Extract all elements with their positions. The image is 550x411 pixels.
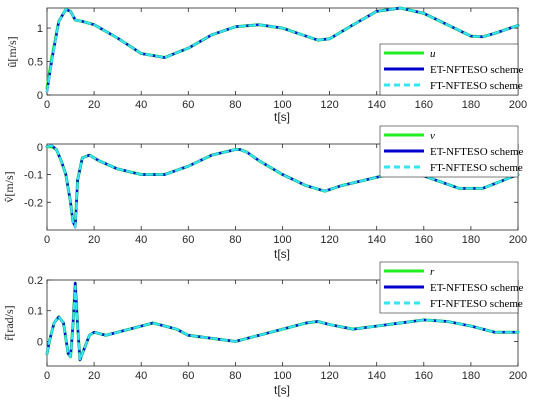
series-line-ft-nfteso	[45, 6, 520, 93]
x-tick-label: 40	[135, 234, 147, 246]
x-tick-label: 200	[509, 234, 527, 246]
x-tick-label: 120	[320, 370, 338, 382]
legend: u ET-NFTESO scheme FT-NFTESO scheme	[379, 43, 524, 96]
x-tick-label: 0	[44, 234, 50, 246]
x-tick-label: 200	[509, 370, 527, 382]
x-tick-label: 40	[135, 370, 147, 382]
x-tick-label: 200	[509, 99, 527, 111]
legend: r ET-NFTESO scheme FT-NFTESO scheme	[379, 261, 524, 314]
x-tick-label: 80	[229, 99, 241, 111]
y-axis-label: û[m/s]	[5, 36, 19, 67]
x-tick-label: 20	[88, 370, 100, 382]
y-tick-label: 0.2	[28, 275, 43, 287]
series-layer	[45, 281, 520, 362]
x-tick-label: 60	[182, 234, 194, 246]
x-tick-label: 180	[462, 99, 480, 111]
x-ticks: 0 20 40 60 80 100 120 140 160 180 200	[44, 144, 527, 246]
legend-label-v: v	[430, 130, 435, 142]
legend: v ET-NFTESO scheme FT-NFTESO scheme	[379, 125, 524, 178]
x-ticks: 0 20 40 60 80 100 120 140 160 180 200	[44, 280, 527, 382]
y-tick-label: 0.1	[28, 306, 43, 318]
x-tick-label: 100	[273, 99, 291, 111]
panel-r: 0 20 40 60 80 100 120 140 160 180 200 0 0.1 0.2 t[s]…	[2, 261, 527, 397]
x-tick-label: 140	[368, 234, 386, 246]
y-tick-label: 1	[37, 23, 43, 35]
y-axis-label: r̂[rad/s]	[2, 305, 16, 340]
x-tick-label: 180	[462, 370, 480, 382]
x-axis-label: t[s]	[274, 247, 290, 261]
x-tick-label: 80	[229, 234, 241, 246]
legend-label-et: ET-NFTESO scheme	[430, 282, 524, 294]
x-tick-label: 160	[415, 234, 433, 246]
y-tick-label: 0	[37, 90, 43, 102]
series-layer	[45, 6, 520, 93]
x-axis-label: t[s]	[274, 110, 290, 124]
legend-label-et: ET-NFTESO scheme	[430, 64, 524, 76]
x-tick-label: 140	[368, 99, 386, 111]
y-tick-label: 0	[37, 336, 43, 348]
x-tick-label: 40	[135, 99, 147, 111]
legend-label-et: ET-NFTESO scheme	[430, 146, 524, 158]
x-ticks: 0 20 40 60 80 100 120 140 160 180 200	[44, 8, 527, 111]
legend-label-ft: FT-NFTESO scheme	[430, 162, 523, 174]
y-tick-label: -0.2	[24, 197, 43, 209]
legend-label-u: u	[430, 48, 436, 60]
series-line-ft-nfteso	[45, 285, 520, 361]
x-tick-label: 60	[182, 99, 194, 111]
x-tick-label: 160	[415, 99, 433, 111]
x-tick-label: 120	[320, 234, 338, 246]
panel-u: 0 20 40 60 80 100 120 140 160 180 200 0 0.5 1 t[s] û…	[5, 6, 527, 124]
x-tick-label: 100	[273, 234, 291, 246]
x-tick-label: 20	[88, 234, 100, 246]
y-tick-label: 0.5	[28, 57, 43, 69]
y-axis-label: v̂[m/s]	[2, 171, 16, 202]
panel-v: 0 20 40 60 80 100 120 140 160 180 200 0 -0.1 -0.2 t[…	[2, 125, 527, 261]
x-tick-label: 80	[229, 370, 241, 382]
x-tick-label: 180	[462, 234, 480, 246]
y-tick-label: 0	[37, 142, 43, 154]
x-tick-label: 60	[182, 370, 194, 382]
x-tick-label: 140	[368, 370, 386, 382]
legend-label-ft: FT-NFTESO scheme	[430, 298, 523, 310]
x-tick-label: 120	[320, 99, 338, 111]
x-axis-label: t[s]	[274, 383, 290, 397]
x-tick-label: 20	[88, 99, 100, 111]
y-tick-label: -0.1	[24, 170, 43, 182]
x-tick-label: 0	[44, 99, 50, 111]
legend-label-ft: FT-NFTESO scheme	[430, 80, 523, 92]
legend-label-r: r	[430, 266, 435, 278]
x-tick-label: 100	[273, 370, 291, 382]
y-ticks: 0 -0.1 -0.2	[24, 142, 518, 209]
x-tick-label: 0	[44, 370, 50, 382]
x-tick-label: 160	[415, 370, 433, 382]
